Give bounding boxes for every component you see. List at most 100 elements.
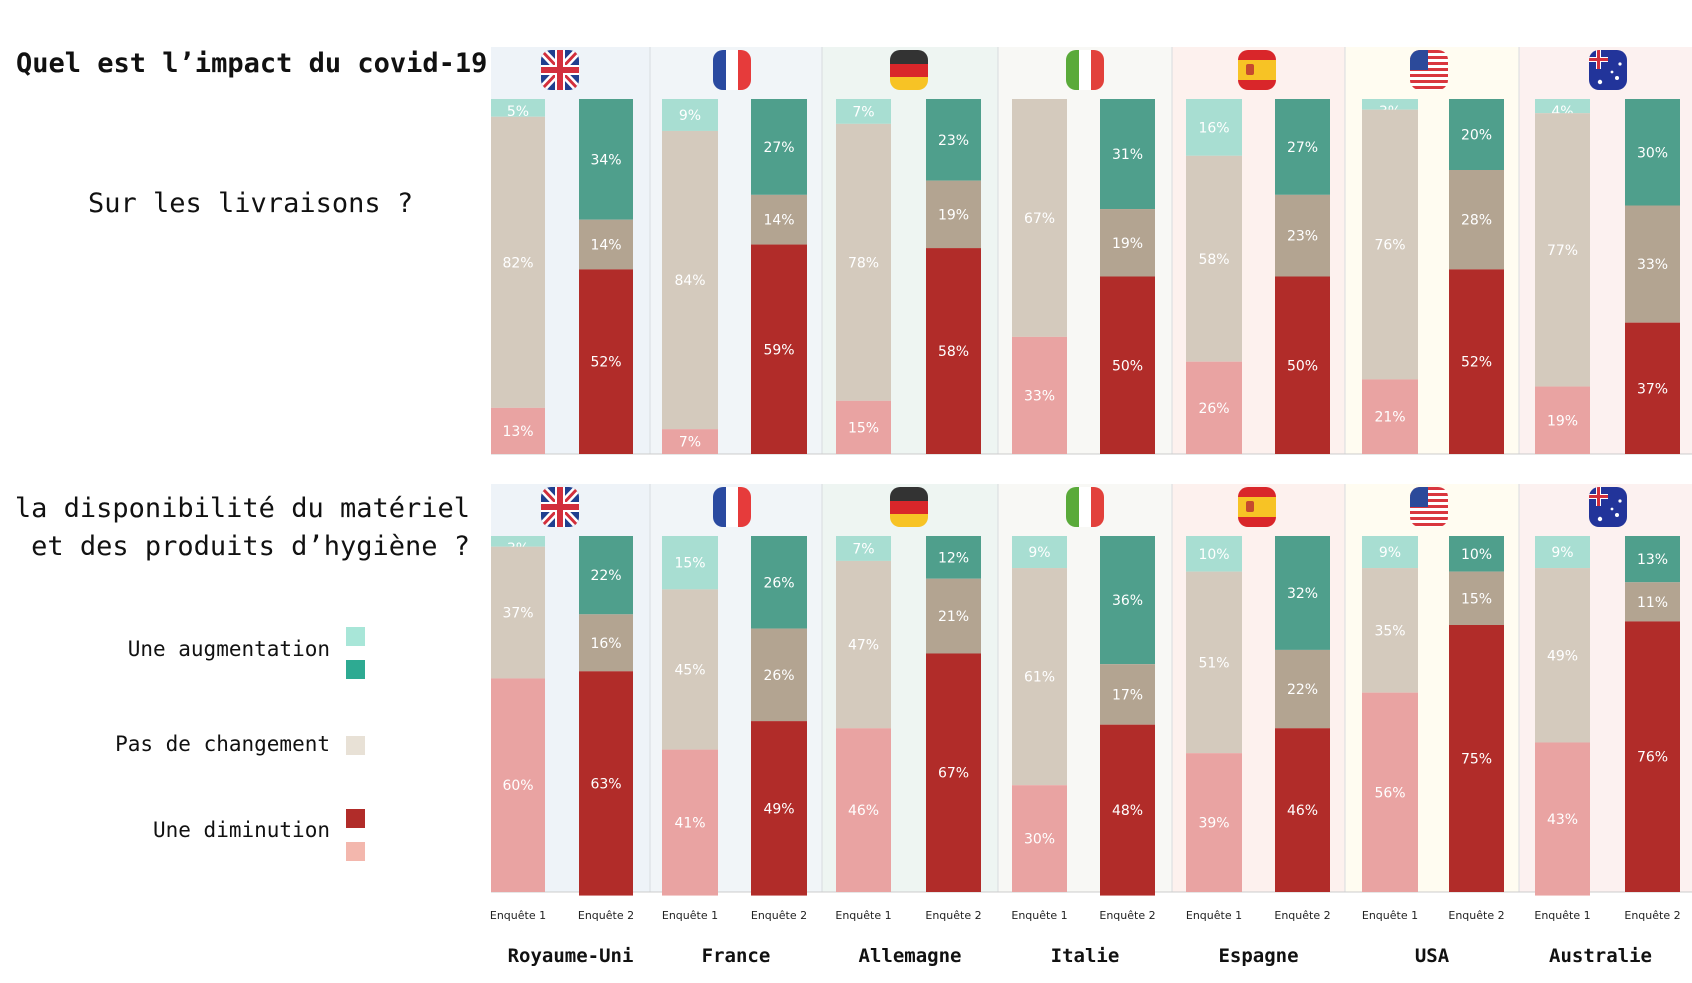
spain-flag-icon	[1238, 50, 1276, 90]
data-label: 47%	[848, 638, 879, 654]
bar-segment	[1012, 99, 1067, 337]
bar-segment	[1275, 276, 1330, 454]
chart-panel-2: 3%37%60%22%16%63%15%45%41%26%26%49%7%47%…	[491, 484, 1692, 896]
survey-label: Enquête 1	[1534, 909, 1590, 922]
bar-segment	[1012, 785, 1067, 892]
bar-segment	[1362, 379, 1418, 454]
data-label: 67%	[938, 766, 969, 782]
data-label: 10%	[1461, 547, 1492, 563]
data-label: 84%	[674, 273, 705, 289]
france-flag-icon	[713, 50, 751, 90]
data-label: 52%	[1461, 355, 1492, 371]
bar-segment	[926, 578, 981, 654]
data-label: 33%	[1637, 257, 1668, 273]
bar-segment	[836, 536, 891, 561]
bar-segment	[579, 219, 633, 270]
bar-segment	[1275, 99, 1330, 195]
data-label: 22%	[1287, 682, 1318, 698]
data-label: 76%	[1637, 750, 1668, 766]
bar-segment	[491, 116, 545, 408]
australia-flag-icon	[1589, 487, 1627, 527]
bar-segment	[491, 99, 545, 117]
data-label: 7%	[852, 104, 874, 120]
data-label: 16%	[1198, 120, 1229, 136]
country-label: Allemagne	[859, 945, 962, 967]
data-label: 15%	[674, 556, 705, 572]
legend-decrease-swatch-light	[346, 842, 365, 861]
data-label: 32%	[1287, 586, 1318, 602]
bar-segment	[579, 269, 633, 454]
data-label: 21%	[1374, 410, 1405, 426]
question-hygiene: Sur la disponibilité du matériel et des …	[0, 490, 470, 566]
question-hygiene-line2: et des produits d’hygiène ?	[31, 531, 470, 562]
bar-segment	[1186, 361, 1242, 454]
question-hygiene-line1: Sur la disponibilité du matériel	[0, 493, 470, 524]
data-label: 5%	[507, 104, 529, 120]
spain-flag-icon	[1238, 487, 1276, 527]
bar-segment	[1100, 664, 1155, 725]
bar-segment	[751, 628, 807, 722]
data-label: 59%	[763, 342, 794, 358]
australia-flag-icon	[1589, 50, 1627, 90]
bar-segment	[1362, 692, 1418, 892]
bar-segment	[1275, 536, 1330, 650]
data-label: 37%	[502, 606, 533, 622]
data-label: 49%	[763, 801, 794, 817]
data-label: 43%	[1547, 812, 1578, 828]
bar-segment	[1449, 99, 1504, 170]
data-label: 31%	[1112, 147, 1143, 163]
bar-segment	[751, 536, 807, 629]
bar-segment	[1012, 336, 1067, 454]
survey-label: Enquête 1	[835, 909, 891, 922]
country-label: USA	[1415, 945, 1450, 967]
bar-segment	[926, 248, 981, 454]
bar-segment	[1625, 205, 1680, 323]
data-label: 45%	[674, 663, 705, 679]
france-flag-icon	[713, 487, 751, 527]
bar-segment	[1449, 625, 1504, 892]
survey-label: Enquête 2	[1274, 909, 1330, 922]
data-label: 12%	[938, 550, 969, 566]
data-label: 39%	[1198, 816, 1229, 832]
bar-segment	[1625, 582, 1680, 622]
data-label: 46%	[848, 803, 879, 819]
data-label: 26%	[763, 575, 794, 591]
survey-label: Enquête 1	[1362, 909, 1418, 922]
data-label: 26%	[763, 668, 794, 684]
bar-segment	[1625, 536, 1680, 583]
data-label: 14%	[763, 213, 794, 229]
survey-label: Enquête 2	[1448, 909, 1504, 922]
bar-segment	[926, 536, 981, 579]
data-label: 15%	[848, 420, 879, 436]
bar-segment	[1186, 571, 1242, 754]
data-label: 14%	[590, 238, 621, 254]
italy-flag-icon	[1066, 50, 1104, 90]
data-label: 7%	[679, 435, 701, 451]
data-label: 60%	[502, 778, 533, 794]
legend-increase-label: Une augmentation	[127, 637, 330, 661]
bar-segment	[1535, 536, 1590, 569]
bar-segment	[926, 653, 981, 892]
bar-segment	[491, 536, 545, 547]
data-label: 76%	[1374, 238, 1405, 254]
data-label: 75%	[1461, 752, 1492, 768]
data-label: 9%	[1379, 545, 1401, 561]
data-label: 51%	[1198, 655, 1229, 671]
bar-segment	[579, 99, 633, 220]
bar-segment	[1100, 99, 1155, 210]
bar-segment	[1449, 571, 1504, 625]
bar-segment	[662, 130, 718, 430]
data-label: 23%	[1287, 229, 1318, 245]
legend-nochange-swatch	[346, 736, 365, 755]
bar-segment	[491, 546, 545, 679]
bar-segment	[836, 123, 891, 401]
bar-segment	[836, 400, 891, 454]
usa-flag-icon	[1410, 487, 1448, 527]
data-label: 11%	[1637, 595, 1668, 611]
data-label: 37%	[1637, 381, 1668, 397]
bar-segment	[751, 244, 807, 454]
bar-segment	[1100, 724, 1155, 896]
uk-flag-icon	[541, 50, 579, 90]
bar-segment	[1362, 536, 1418, 569]
